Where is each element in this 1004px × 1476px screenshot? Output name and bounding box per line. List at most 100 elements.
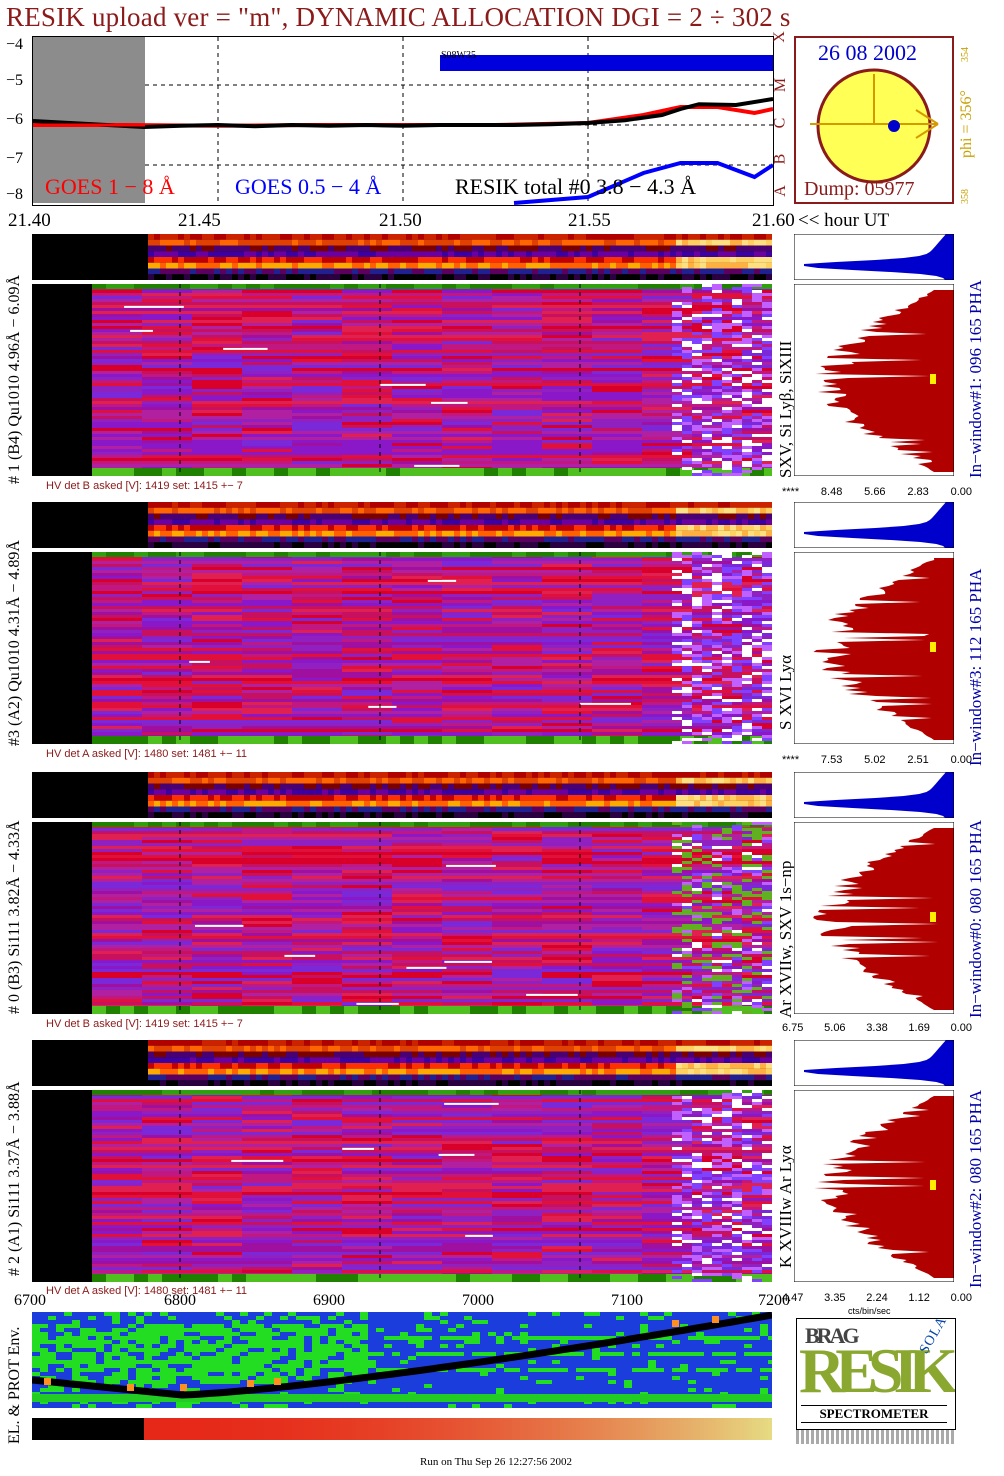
spec-cell	[392, 356, 442, 360]
strip-cell	[250, 262, 256, 269]
spec-cell	[192, 434, 242, 438]
strip-cell	[406, 245, 412, 252]
spec-noise	[752, 443, 762, 446]
spec-noise	[732, 888, 742, 891]
strip-cell	[640, 513, 646, 520]
strip-cell	[418, 812, 424, 818]
spec-noise	[752, 894, 762, 897]
strip-cell	[268, 777, 274, 784]
spec-cell	[742, 618, 772, 622]
spec-cell	[442, 906, 492, 910]
strip-cell	[304, 268, 310, 275]
spec-cell	[142, 591, 192, 595]
spec-cell	[142, 687, 192, 691]
spec-cell	[492, 708, 542, 712]
spec-edge	[176, 736, 190, 744]
spec-edge	[92, 736, 106, 744]
strip-cell	[748, 234, 754, 240]
strip-cell	[718, 507, 724, 514]
strip-cell	[466, 812, 472, 818]
strip-cell	[652, 525, 658, 531]
strip-cell	[274, 519, 280, 526]
spec-noise	[722, 702, 732, 705]
strip-cell	[370, 795, 376, 801]
spec-edge	[736, 1006, 750, 1014]
strip-cell	[748, 812, 754, 818]
strip-cell	[736, 257, 742, 263]
spec-cell	[542, 299, 592, 303]
strip-cell	[616, 513, 622, 520]
strip-cell	[160, 800, 166, 807]
strip-cell	[184, 262, 190, 269]
spec-cell	[442, 903, 492, 907]
strip-cell	[634, 519, 640, 526]
strip-cell	[754, 800, 760, 807]
spec-cell	[392, 900, 442, 904]
spec-edge	[204, 468, 218, 476]
strip-cell	[244, 525, 250, 531]
spec-noise	[732, 561, 742, 564]
spec-row	[92, 849, 772, 853]
spec-cell	[342, 912, 392, 916]
spec-noise	[682, 338, 692, 341]
strip-cell	[424, 772, 430, 778]
spec-edge	[302, 468, 316, 476]
strip-cell	[274, 502, 280, 508]
strip-cell	[388, 783, 394, 790]
spec-cell	[542, 410, 592, 414]
strip-cell	[172, 772, 178, 778]
strip-cell	[184, 530, 190, 537]
spec-noise	[672, 395, 682, 398]
strip-cell	[514, 772, 520, 778]
strip-cell	[664, 234, 670, 240]
spec-noise	[692, 425, 702, 428]
spec-cell	[242, 831, 292, 835]
spec-cell	[292, 633, 342, 637]
spec-cell	[592, 858, 642, 862]
strip-cell	[184, 812, 190, 818]
strip-cell	[484, 257, 490, 263]
strip-cell	[184, 251, 190, 258]
spec-noise	[672, 558, 682, 561]
strip-cell	[496, 251, 502, 258]
spec-cell	[442, 888, 492, 892]
spec-noise	[682, 365, 692, 368]
spec-edge	[260, 552, 274, 557]
strip-cell	[250, 789, 256, 796]
strip-cell	[148, 274, 154, 280]
strip-cell	[394, 542, 400, 548]
strip-cell	[268, 502, 274, 508]
strip-cell	[232, 268, 238, 275]
strip-cell	[214, 274, 220, 280]
strip-cell	[214, 542, 220, 548]
strip-cell	[232, 789, 238, 796]
strip-cell	[412, 502, 418, 508]
spec-noise	[732, 579, 742, 582]
spec-cell	[692, 341, 742, 345]
spec-edge	[232, 552, 246, 557]
strip-cell	[724, 772, 730, 778]
strip-cell	[190, 251, 196, 258]
spec-cell	[742, 849, 772, 853]
spec-edge	[302, 552, 316, 557]
spec-noise	[672, 627, 682, 630]
strip-cell	[238, 777, 244, 784]
strip-cell	[718, 262, 724, 269]
spec-edge	[106, 552, 120, 557]
spec-noise	[682, 690, 692, 693]
strip-cell	[358, 536, 364, 543]
spec-noise	[732, 666, 742, 669]
spec-cell	[142, 882, 192, 886]
spec-noise	[752, 588, 762, 591]
strip-cell	[622, 789, 628, 796]
spec-row	[92, 972, 772, 976]
spec-cell	[592, 570, 642, 574]
strip-cell	[214, 783, 220, 790]
spec-row	[92, 978, 772, 982]
spec-cell	[542, 699, 592, 703]
strip-cell	[346, 772, 352, 778]
spec-edge	[428, 284, 442, 289]
strip-cell	[478, 777, 484, 784]
spec-cell	[442, 630, 492, 634]
strip-cell	[418, 251, 424, 258]
